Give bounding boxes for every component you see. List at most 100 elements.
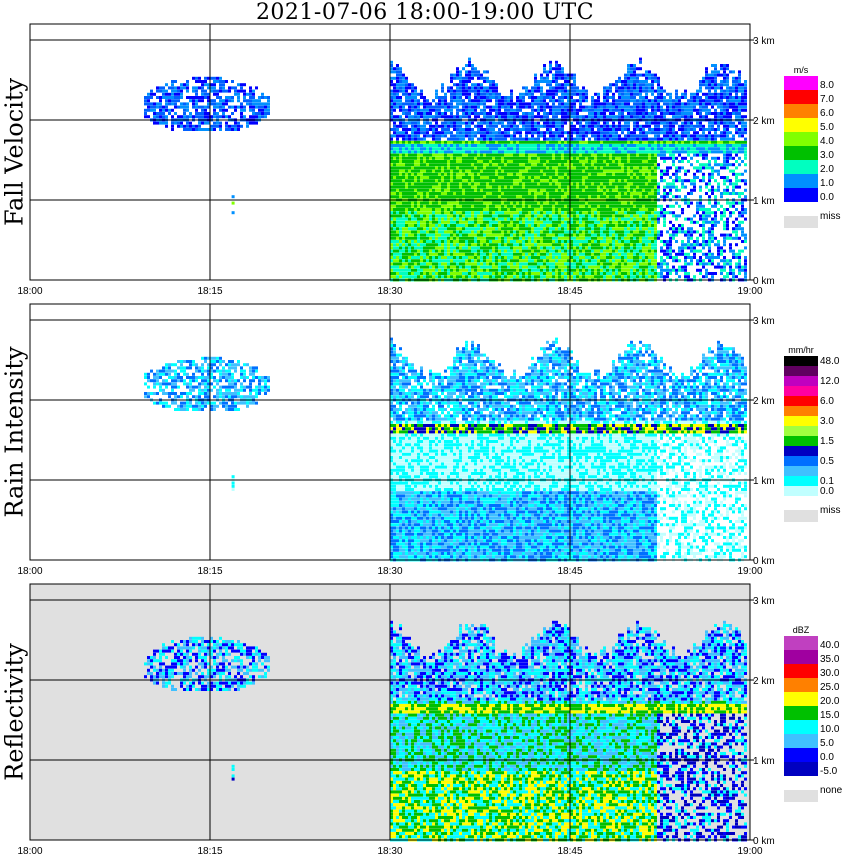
echo-cell [606, 246, 609, 249]
echo-cell [450, 173, 453, 176]
echo-cell [543, 246, 546, 249]
echo-cell [564, 256, 567, 259]
echo-cell [456, 259, 459, 262]
echo-cell [597, 234, 600, 237]
echo-cell [183, 83, 186, 86]
echo-cell [495, 144, 498, 147]
echo-cell [432, 170, 435, 173]
echo-cell [429, 163, 432, 166]
echo-cell [615, 202, 618, 205]
echo-cell [423, 195, 426, 198]
echo-cell [543, 157, 546, 160]
echo-cell [594, 134, 597, 137]
echo-cell [549, 106, 552, 109]
echo-cell [615, 272, 618, 275]
echo-cell [531, 93, 534, 96]
echo-cell [396, 224, 399, 227]
echo-cell [540, 74, 543, 77]
echo-cell [255, 115, 258, 118]
echo-cell [579, 246, 582, 249]
echo-cell [411, 96, 414, 99]
echo-cell [456, 227, 459, 230]
echo-cell [498, 208, 501, 211]
echo-cell [510, 266, 513, 269]
echo-cell [546, 192, 549, 195]
echo-cell [405, 182, 408, 185]
echo-cell [576, 208, 579, 211]
echo-cell [516, 230, 519, 233]
echo-cell [507, 227, 510, 230]
echo-cell [405, 250, 408, 253]
echo-cell [486, 214, 489, 217]
echo-cell [195, 90, 198, 93]
echo-cell [507, 234, 510, 237]
echo-cell [522, 182, 525, 185]
echo-cell [552, 182, 555, 185]
echo-cell [465, 240, 468, 243]
echo-cell [423, 166, 426, 169]
echo-cell [405, 202, 408, 205]
echo-cell [222, 90, 225, 93]
echo-cell [477, 205, 480, 208]
echo-cell [201, 109, 204, 112]
echo-cell [582, 128, 585, 131]
echo-cell [510, 186, 513, 189]
echo-cell [174, 99, 177, 102]
echo-cell [414, 122, 417, 125]
echo-cell [423, 173, 426, 176]
echo-cell [480, 234, 483, 237]
echo-cell [588, 243, 591, 246]
echo-cell [402, 170, 405, 173]
echo-cell [597, 160, 600, 163]
echo-cell [603, 195, 606, 198]
echo-cell [468, 106, 471, 109]
echo-cell [573, 275, 576, 278]
echo-cell [573, 147, 576, 150]
echo-cell [537, 144, 540, 147]
echo-cell [474, 256, 477, 259]
echo-cell [480, 77, 483, 80]
echo-cell [594, 106, 597, 109]
echo-cell [543, 112, 546, 115]
echo-cell [468, 163, 471, 166]
echo-cell [612, 250, 615, 253]
echo-cell [450, 102, 453, 105]
echo-cell [507, 250, 510, 253]
echo-cell [417, 272, 420, 275]
echo-cell [414, 170, 417, 173]
echo-cell [396, 99, 399, 102]
echo-cell [459, 74, 462, 77]
echo-cell [522, 176, 525, 179]
echo-cell [423, 259, 426, 262]
echo-cell [552, 227, 555, 230]
echo-cell [399, 205, 402, 208]
echo-cell [513, 176, 516, 179]
echo-cell [426, 176, 429, 179]
echo-cell [405, 272, 408, 275]
echo-cell [453, 186, 456, 189]
echo-cell [525, 275, 528, 278]
echo-cell [414, 205, 417, 208]
echo-cell [588, 195, 591, 198]
echo-cell [258, 112, 261, 115]
echo-cell [534, 230, 537, 233]
echo-cell [528, 224, 531, 227]
echo-cell [585, 224, 588, 227]
echo-cell [597, 138, 600, 141]
echo-cell [417, 166, 420, 169]
echo-cell [579, 253, 582, 256]
echo-cell [555, 147, 558, 150]
echo-cell [519, 214, 522, 217]
echo-cell [618, 250, 621, 253]
echo-cell [531, 99, 534, 102]
echo-cell [462, 170, 465, 173]
echo-cell [456, 99, 459, 102]
echo-cell [552, 205, 555, 208]
echo-cell [465, 147, 468, 150]
echo-cell [519, 182, 522, 185]
echo-cell [504, 246, 507, 249]
echo-cell [477, 102, 480, 105]
echo-cell [465, 173, 468, 176]
echo-cell [426, 166, 429, 169]
echo-cell [438, 246, 441, 249]
